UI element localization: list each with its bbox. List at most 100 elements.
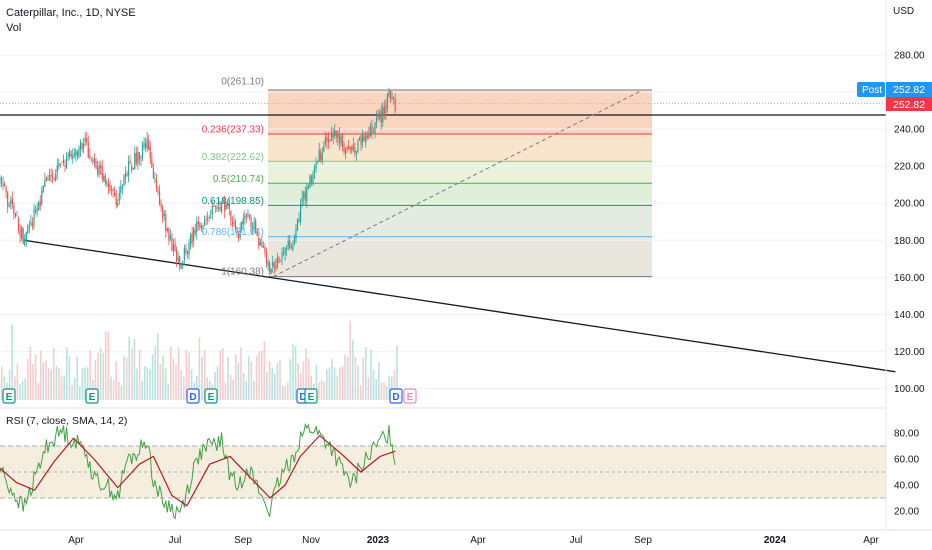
event-marker-earnings[interactable]: E	[304, 388, 318, 404]
candle-body	[101, 166, 103, 179]
candle-body	[59, 163, 61, 165]
candle-body	[200, 225, 203, 229]
price-tick-label: 100.00	[894, 384, 925, 395]
rsi-axis[interactable]: 80.00 60.00 40.00 20.00	[894, 429, 919, 518]
candle-body	[56, 165, 58, 173]
candle-body	[239, 227, 241, 238]
event-marker-box[interactable]	[2, 388, 16, 404]
volume-bar	[315, 364, 318, 400]
candle-body	[75, 149, 77, 156]
volume-bar	[190, 369, 193, 400]
candle-body	[188, 243, 190, 256]
candle-body	[110, 189, 113, 191]
drawing-lines[interactable]	[0, 89, 896, 373]
volume-bar	[50, 369, 52, 400]
event-marker-earnings[interactable]: E	[85, 388, 99, 404]
event-marker-box[interactable]	[204, 388, 218, 404]
candle-body	[129, 160, 131, 164]
volume-bar	[365, 347, 367, 400]
volume-bar	[396, 345, 398, 400]
candle-body	[382, 107, 384, 123]
volume-bar	[227, 357, 229, 400]
volume-bar	[294, 346, 297, 400]
candle-body	[45, 177, 48, 181]
volume-bar	[3, 376, 6, 400]
candle-body	[389, 90, 392, 99]
candle-body	[100, 165, 102, 169]
event-marker-earnings[interactable]: E	[204, 388, 218, 404]
event-marker-box[interactable]	[85, 388, 99, 404]
event-marker-letter: E	[208, 392, 215, 403]
candle-body	[304, 192, 306, 201]
candle-body	[172, 244, 175, 252]
volume-bar	[300, 373, 302, 400]
event-marker-box[interactable]	[389, 388, 403, 404]
candle-body	[372, 133, 375, 135]
volume-bar	[281, 385, 284, 400]
candle-body	[220, 203, 223, 212]
candle-body	[231, 222, 234, 226]
candle-body	[83, 143, 85, 149]
fib-band-0.618-0.786[interactable]	[268, 205, 652, 237]
candle-body	[148, 140, 150, 150]
fib-band-0.786-1[interactable]	[268, 236, 652, 277]
volume-bar	[149, 369, 151, 400]
candle-body	[191, 232, 193, 244]
fib-band-0-0.236[interactable]	[268, 90, 652, 135]
volume-bar	[81, 368, 84, 400]
candle-body	[343, 145, 345, 153]
event-marker-box[interactable]	[304, 388, 318, 404]
candle-body	[371, 125, 373, 134]
volume-bar	[53, 347, 55, 400]
event-marker-dividend[interactable]: D	[389, 388, 403, 404]
volume-bar	[131, 347, 133, 400]
volume-bar	[37, 382, 39, 400]
event-marker-dividend[interactable]: D	[186, 388, 200, 404]
volume-bar	[55, 366, 58, 400]
candle-body	[127, 161, 130, 176]
fib-trend-line[interactable]	[273, 89, 643, 278]
price-tick-label: 180.00	[894, 236, 925, 247]
candle-body	[296, 219, 299, 231]
fib-label-0.786: 0.786(181.94)	[202, 227, 264, 238]
candle-body	[185, 247, 187, 253]
candle-body	[298, 219, 300, 222]
price-tick-label: 160.00	[894, 273, 925, 284]
volume-bar	[276, 363, 279, 400]
time-axis[interactable]: Apr Jul Sep Nov 2023 Apr Jul Sep 2024 Apr	[68, 535, 879, 546]
volume-bar	[219, 350, 221, 400]
candle-body	[358, 137, 361, 141]
candle-body	[258, 237, 260, 247]
candle-body	[3, 183, 6, 186]
candle-body	[28, 226, 30, 228]
volume-bar	[167, 383, 169, 400]
time-tick-label: 2024	[764, 535, 787, 546]
event-marker-box[interactable]	[186, 388, 200, 404]
event-marker-earnings[interactable]: E	[2, 388, 16, 404]
event-marker-earnings[interactable]: E	[403, 388, 417, 404]
candle-body	[301, 196, 303, 202]
volume-bar	[141, 381, 143, 400]
candle-body	[160, 203, 162, 208]
volume-bar	[318, 382, 320, 400]
candle-body	[247, 213, 249, 216]
currency-label[interactable]: USD	[893, 6, 914, 17]
event-marker-box[interactable]	[403, 388, 417, 404]
candle-body	[137, 152, 139, 164]
candle-body	[344, 148, 347, 154]
candle-body	[115, 193, 117, 206]
fib-band-0.382-0.5[interactable]	[268, 161, 652, 184]
support-trendline[interactable]	[23, 239, 896, 373]
candle-body	[236, 227, 238, 233]
fib-band-0.5-0.618[interactable]	[268, 183, 652, 206]
candle-body	[86, 138, 88, 142]
post-label-bg	[857, 82, 885, 97]
candle-body	[117, 203, 119, 207]
volume-bar	[297, 363, 299, 400]
candle-body	[269, 262, 271, 273]
fib-retracement-bands[interactable]	[268, 90, 652, 277]
candle-body	[146, 138, 148, 149]
post-price-bg	[886, 82, 932, 97]
